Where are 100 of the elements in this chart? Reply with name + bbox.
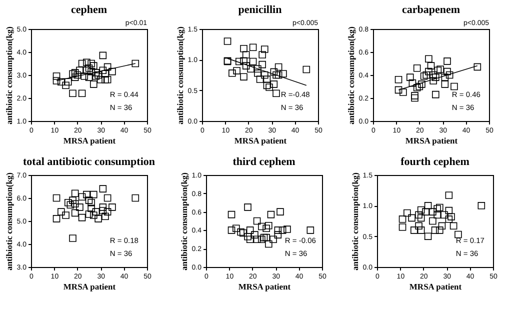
point [306,226,314,234]
point [422,71,430,79]
point [398,216,406,223]
point [58,208,65,216]
point [430,71,437,79]
point [258,51,266,58]
point [224,38,232,45]
point [66,201,74,209]
point [436,66,444,73]
point [274,231,282,238]
point [424,202,432,210]
point [417,206,425,214]
point [71,209,79,217]
point [430,77,437,84]
point [235,58,243,66]
point [69,234,76,242]
point [74,71,82,79]
point [108,68,116,76]
point [432,74,440,81]
point [102,212,109,220]
point [85,64,93,72]
point [52,215,60,222]
point [99,185,107,192]
point [424,232,432,240]
point [83,58,90,66]
point [228,210,236,218]
x-axis-title: MRSA patient [234,136,287,146]
point [52,72,60,80]
chart-title: carbapenem [402,4,460,16]
point [446,71,454,79]
point [240,44,248,52]
point [104,208,112,216]
point [478,202,486,210]
point [228,226,236,234]
point [244,204,252,211]
point [71,74,79,81]
point [272,90,280,98]
y-axis-title: antibiotic consumption(kg) [174,26,185,124]
point [85,210,93,218]
point [69,90,76,98]
point [71,200,79,208]
point [265,222,272,230]
point [88,198,95,206]
point [104,63,112,71]
point [71,190,79,198]
point [228,70,236,77]
point [408,79,416,87]
point [425,55,432,63]
point [76,204,84,211]
point [88,60,95,68]
point [274,71,282,79]
point [441,74,449,81]
point [418,80,426,88]
chart-title: total antibiotic consumption [22,156,156,168]
point [232,224,240,232]
point [427,62,435,70]
chart-title: cephem [70,4,108,16]
point [62,82,70,89]
point [284,226,291,233]
point [434,66,442,74]
point [132,60,140,68]
point [78,193,86,200]
point [274,226,282,234]
point [260,234,268,242]
point [432,90,440,98]
point [280,70,287,78]
point [88,204,95,212]
point [438,222,446,230]
point [448,213,455,220]
y-axis-title: antibiotic consumption(kg) [178,172,189,270]
point [92,208,100,216]
point [266,84,273,91]
point [71,69,79,76]
point [406,74,414,81]
point [94,71,102,79]
x-axis-title: MRSA patient [63,282,116,292]
point [425,68,432,76]
point [415,211,422,219]
point [104,76,112,84]
y-axis-title: antibiotic consumption(kg) [350,172,360,270]
point [52,77,60,84]
point [99,204,107,211]
point [262,224,270,232]
chart-title: fourth cephem [400,156,470,168]
point [90,62,98,70]
chart-title: penicillin [238,4,282,16]
point [99,52,107,60]
point [90,190,98,198]
point [258,222,266,230]
point [64,198,72,206]
point [440,211,448,219]
point [246,226,254,234]
point [85,74,93,81]
point [444,58,451,65]
point [274,63,282,71]
point [415,222,422,230]
point [240,57,248,65]
point [445,192,453,199]
point [270,80,278,88]
point [90,212,98,219]
